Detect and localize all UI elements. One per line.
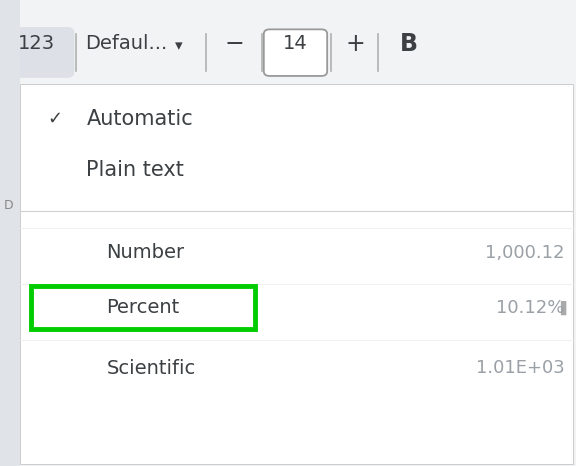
Bar xyxy=(20,84,573,464)
FancyBboxPatch shape xyxy=(31,286,255,329)
Text: Scientific: Scientific xyxy=(107,359,196,377)
Text: −: − xyxy=(225,32,244,56)
FancyBboxPatch shape xyxy=(264,29,327,76)
Text: ✓: ✓ xyxy=(47,110,62,128)
Bar xyxy=(0,0,576,80)
Text: 10.12%: 10.12% xyxy=(496,299,564,316)
Text: ▾: ▾ xyxy=(175,38,183,53)
Text: Defaul...: Defaul... xyxy=(85,34,168,53)
Bar xyxy=(0,0,20,466)
Text: Plain text: Plain text xyxy=(86,160,184,180)
Text: Automatic: Automatic xyxy=(86,109,193,129)
FancyBboxPatch shape xyxy=(0,27,74,78)
Text: Number: Number xyxy=(107,243,185,262)
Text: D: D xyxy=(4,199,13,212)
Text: 123: 123 xyxy=(18,34,55,53)
Text: B: B xyxy=(400,32,418,56)
Text: ▌: ▌ xyxy=(560,301,571,315)
Text: Percent: Percent xyxy=(107,298,180,317)
Text: 14: 14 xyxy=(283,34,308,53)
Text: 1,000.12: 1,000.12 xyxy=(485,244,564,261)
Text: 1.01E+03: 1.01E+03 xyxy=(476,359,564,377)
Text: +: + xyxy=(346,32,365,56)
